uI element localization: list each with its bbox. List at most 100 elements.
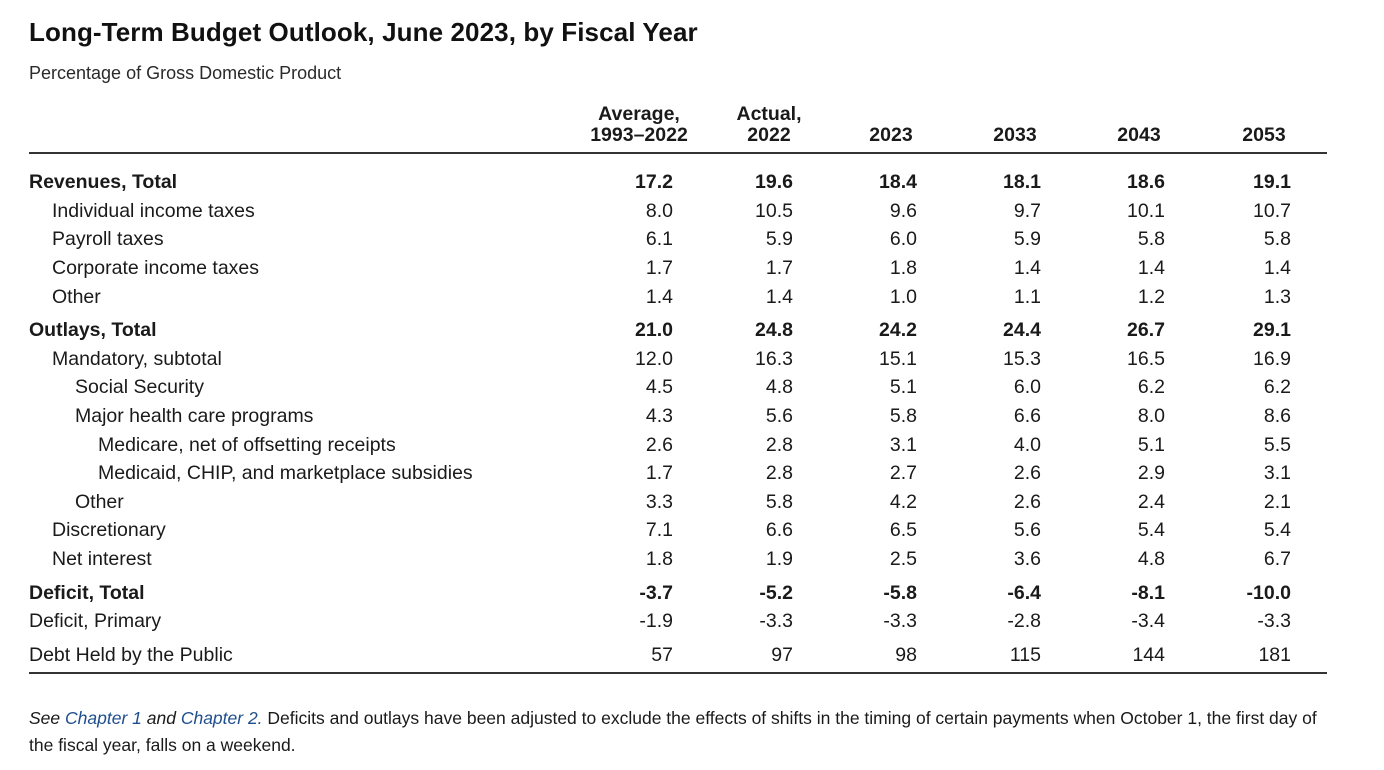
cell-value: 1.9 xyxy=(765,548,793,571)
cell-value: 6.6 xyxy=(765,519,793,542)
page-subtitle: Percentage of Gross Domestic Product xyxy=(29,63,342,83)
table-row: Deficit, Total -3.7 -5.2 -5.8 -6.4 -8.1 -10.0 xyxy=(29,573,1327,607)
cell-value: -1.9 xyxy=(639,610,673,633)
cell-value: 4.8 xyxy=(765,376,793,399)
cell-value: 1.2 xyxy=(1137,285,1165,308)
cell-value: -2.8 xyxy=(1007,610,1041,633)
row-label: Net interest xyxy=(52,548,152,571)
footnote: See Chapter 1 and Chapter 2. Deficits an… xyxy=(29,705,1339,759)
row-label: Major health care programs xyxy=(75,405,314,428)
row-label: Medicare, net of offsetting receipts xyxy=(98,433,396,456)
cell-value: 2.6 xyxy=(1013,462,1041,485)
cell-value: 6.0 xyxy=(889,228,917,251)
table-row: Discretionary 7.1 6.6 6.5 5.6 5.4 5.4 xyxy=(29,516,1327,545)
cell-value: 1.4 xyxy=(645,285,673,308)
cell-value: 6.5 xyxy=(889,519,917,542)
cell-value: 12.0 xyxy=(635,347,673,370)
cell-value: 97 xyxy=(709,635,829,675)
cell-value: 5.4 xyxy=(1263,519,1291,542)
cell-value: 1.4 xyxy=(765,285,793,308)
cell-value: 3.1 xyxy=(1263,462,1291,485)
row-label: Revenues, Total xyxy=(29,171,178,194)
cell-value: 6.2 xyxy=(1263,376,1291,399)
cell-value: 2.4 xyxy=(1137,490,1165,513)
cell-value: 98 xyxy=(829,635,953,675)
cell-value: 5.8 xyxy=(1263,228,1291,251)
cell-value: -5.2 xyxy=(759,581,793,604)
cell-value: 4.5 xyxy=(645,376,673,399)
page-title: Long-Term Budget Outlook, June 2023, by … xyxy=(29,17,698,47)
table-row: Outlays, Total 21.0 24.8 24.2 24.4 26.7 29.1 xyxy=(29,311,1327,345)
row-label: Corporate income taxes xyxy=(52,257,260,280)
table-row: Mandatory, subtotal 12.0 16.3 15.1 15.3 16.5 1… xyxy=(29,345,1327,374)
col-header-average: Average, 1993–2022 xyxy=(569,104,709,154)
row-label: Deficit, Primary xyxy=(29,610,162,633)
cell-value: 4.0 xyxy=(1013,433,1041,456)
chapter-1-link[interactable]: Chapter 1 xyxy=(65,708,142,728)
row-label: Outlays, Total xyxy=(29,319,157,342)
cell-value: 5.9 xyxy=(765,228,793,251)
cell-value: 16.3 xyxy=(755,347,793,370)
cell-value: 7.1 xyxy=(645,519,673,542)
cell-value: 5.4 xyxy=(1137,519,1165,542)
cell-value: 5.8 xyxy=(889,405,917,428)
cell-value: 57 xyxy=(569,635,709,675)
cell-value: 9.6 xyxy=(889,199,917,222)
cell-value: 18.6 xyxy=(1127,171,1165,194)
cell-value: -3.7 xyxy=(639,581,673,604)
cell-value: 18.1 xyxy=(1003,171,1041,194)
cell-value: 26.7 xyxy=(1127,319,1165,342)
cell-value: 24.2 xyxy=(879,319,917,342)
cell-value: 115 xyxy=(953,635,1077,675)
cell-value: 1.1 xyxy=(1013,285,1041,308)
cell-value: 29.1 xyxy=(1253,319,1291,342)
table-row: Other 1.4 1.4 1.0 1.1 1.2 1.3 xyxy=(29,282,1327,311)
cell-value: -6.4 xyxy=(1007,581,1041,604)
cell-value: 1.4 xyxy=(1263,257,1291,280)
cell-value: 24.8 xyxy=(755,319,793,342)
cell-value: -3.3 xyxy=(1257,610,1291,633)
table-header-row: Average, 1993–2022 Actual, 2022 2023 2033 … xyxy=(29,104,1327,154)
cell-value: 2.9 xyxy=(1137,462,1165,485)
cell-value: 2.6 xyxy=(645,433,673,456)
cell-value: 2.5 xyxy=(889,548,917,571)
cell-value: 1.7 xyxy=(765,257,793,280)
cell-value: 8.0 xyxy=(645,199,673,222)
cell-value: 5.6 xyxy=(765,405,793,428)
col-header-2043: 2043 xyxy=(1077,104,1201,154)
col-header-2033: 2033 xyxy=(953,104,1077,154)
cell-value: -3.3 xyxy=(759,610,793,633)
cell-value: 19.6 xyxy=(755,171,793,194)
row-label: Other xyxy=(75,490,124,513)
cell-value: 5.5 xyxy=(1263,433,1291,456)
header-label-column xyxy=(29,104,569,154)
cell-value: 10.5 xyxy=(755,199,793,222)
cell-value: 16.5 xyxy=(1127,347,1165,370)
cell-value: 3.1 xyxy=(889,433,917,456)
table-row: Payroll taxes 6.1 5.9 6.0 5.9 5.8 5.8 xyxy=(29,225,1327,254)
chapter-2-link[interactable]: Chapter 2. xyxy=(180,708,263,728)
table-row: Medicaid, CHIP, and marketplace subsidie… xyxy=(29,459,1327,488)
row-label: Discretionary xyxy=(52,519,166,542)
cell-value: 24.4 xyxy=(1003,319,1041,342)
footnote-and: and xyxy=(146,708,176,728)
cell-value: 16.9 xyxy=(1253,347,1291,370)
cell-value: -5.8 xyxy=(883,581,917,604)
cell-value: 2.6 xyxy=(1013,490,1041,513)
table-row: Medicare, net of offsetting receipts 2.6 2… xyxy=(29,430,1327,459)
row-label: Individual income taxes xyxy=(52,199,255,222)
cell-value: 6.0 xyxy=(1013,376,1041,399)
cell-value: 17.2 xyxy=(635,171,673,194)
table-row: Debt Held by the Public 57 97 98 115 144 181 xyxy=(29,635,1327,675)
cell-value: 5.8 xyxy=(765,490,793,513)
cell-value: -8.1 xyxy=(1131,581,1165,604)
cell-value: 6.2 xyxy=(1137,376,1165,399)
cell-value: 10.7 xyxy=(1253,199,1291,222)
cell-value: 2.7 xyxy=(889,462,917,485)
cell-value: 15.3 xyxy=(1003,347,1041,370)
cell-value: 6.7 xyxy=(1263,548,1291,571)
cell-value: 6.1 xyxy=(645,228,673,251)
table-row: Net interest 1.8 1.9 2.5 3.6 4.8 6.7 xyxy=(29,545,1327,574)
cell-value: 1.4 xyxy=(1137,257,1165,280)
col-header-2053: 2053 xyxy=(1201,104,1327,154)
